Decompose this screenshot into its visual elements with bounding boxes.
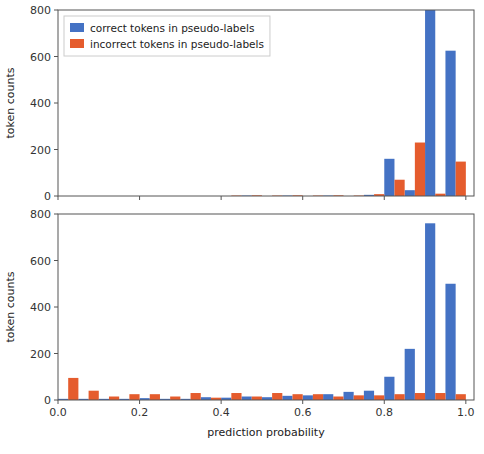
x-tick-label: 0.8 — [376, 406, 394, 419]
y-tick — [54, 149, 58, 150]
bar — [303, 395, 313, 400]
x-tick-label: 0.4 — [212, 406, 230, 419]
panel: 0 200 400 600 800 token counts correct tokens … — [4, 4, 474, 203]
bar — [445, 51, 455, 196]
y-tick-label: 800 — [30, 4, 51, 17]
x-tick — [384, 400, 385, 404]
y-tick — [54, 10, 58, 11]
bar — [129, 394, 139, 400]
bar — [282, 396, 292, 400]
y-tick-label: 400 — [30, 97, 51, 110]
x-tick — [302, 400, 303, 404]
x-tick — [221, 400, 222, 404]
y-tick — [54, 353, 58, 354]
y-tick — [54, 307, 58, 308]
bar — [394, 180, 404, 196]
x-tick-label: 1.0 — [457, 406, 475, 419]
bar — [405, 349, 415, 400]
x-tick-label: 0.2 — [131, 406, 149, 419]
bar — [384, 159, 394, 196]
bar — [394, 394, 404, 400]
bar — [425, 223, 435, 400]
x-tick — [58, 196, 59, 200]
bar — [242, 397, 252, 400]
bar — [405, 190, 415, 196]
bar — [170, 397, 180, 400]
y-tick — [54, 56, 58, 57]
bar — [343, 392, 353, 400]
bar — [415, 393, 425, 400]
x-tick — [221, 196, 222, 200]
plot-frame — [58, 10, 474, 196]
bar — [384, 377, 394, 400]
x-tick — [384, 196, 385, 200]
bar — [374, 395, 384, 400]
bar — [293, 394, 303, 400]
x-tick — [58, 400, 59, 404]
bar — [313, 394, 323, 400]
legend-swatch — [70, 23, 84, 32]
legend-box — [64, 16, 270, 56]
y-tick — [54, 214, 58, 215]
y-tick-label: 400 — [30, 301, 51, 314]
bar — [354, 395, 364, 400]
panel: 02004006008000.00.20.40.60.81.0token cou… — [4, 208, 475, 439]
y-tick-label: 200 — [30, 144, 51, 157]
bar — [456, 162, 466, 196]
x-tick — [465, 196, 466, 200]
legend-swatch — [70, 39, 84, 48]
x-axis-label: prediction probability — [207, 426, 325, 439]
bar — [272, 393, 282, 400]
chart-root: 0 200 400 600 800 token counts correct tokens … — [0, 0, 484, 454]
y-tick — [54, 260, 58, 261]
bar — [89, 391, 99, 400]
x-tick-label: 0.0 — [49, 406, 67, 419]
bar — [425, 10, 435, 196]
x-tick — [139, 400, 140, 404]
bar — [231, 393, 241, 400]
y-axis-label: token counts — [4, 67, 17, 138]
y-tick — [54, 400, 58, 401]
y-tick-label: 600 — [30, 255, 51, 268]
bar — [323, 394, 333, 400]
y-tick-label: 800 — [30, 208, 51, 221]
bar — [252, 397, 262, 400]
legend-label: correct tokens in pseudo-labels — [90, 22, 254, 34]
y-tick-label: 200 — [30, 348, 51, 361]
x-tick-label: 0.6 — [294, 406, 312, 419]
bar — [445, 284, 455, 400]
bar — [435, 393, 445, 400]
x-tick — [465, 400, 466, 404]
bar — [68, 378, 78, 400]
y-axis-label: token counts — [4, 271, 17, 342]
bar — [333, 397, 343, 400]
y-tick — [54, 103, 58, 104]
y-tick-label: 600 — [30, 51, 51, 64]
bar — [109, 397, 119, 400]
legend: correct tokens in pseudo-labels incorrect… — [64, 16, 270, 56]
bar — [191, 393, 201, 400]
x-tick — [302, 196, 303, 200]
y-tick-label: 0 — [44, 190, 51, 203]
bars — [58, 223, 466, 400]
plot-frame — [58, 214, 474, 400]
y-tick — [54, 196, 58, 197]
bar — [415, 143, 425, 196]
legend-label: incorrect tokens in pseudo-labels — [90, 38, 264, 50]
bar — [456, 394, 466, 400]
bar — [150, 394, 160, 400]
x-tick — [139, 196, 140, 200]
bar — [364, 391, 374, 400]
